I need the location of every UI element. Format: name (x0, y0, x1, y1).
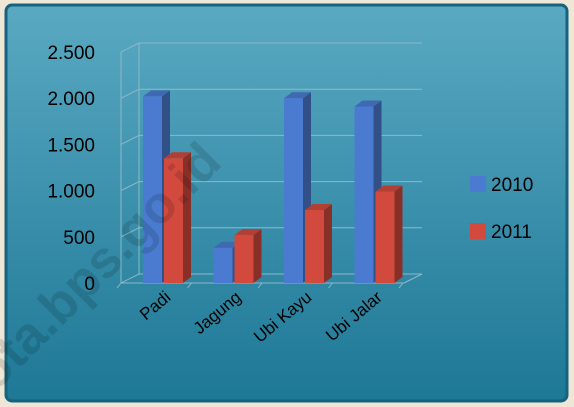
x-tick-mark (398, 282, 404, 289)
bar-front (375, 191, 395, 283)
bar-top (143, 90, 170, 97)
bar-side (324, 204, 332, 283)
bar-side (394, 185, 403, 283)
gridline-side (120, 181, 140, 192)
gridline-side (120, 134, 140, 145)
x-tick-mark (187, 282, 192, 289)
bar-2011-ubi-kayu (305, 204, 332, 283)
bar-top (213, 241, 241, 248)
gridline-side (120, 42, 140, 53)
bar-side (183, 152, 191, 283)
legend-label: 2010 (491, 175, 533, 196)
bar-2011-ubi-jalar (375, 185, 403, 283)
bar-top (354, 100, 382, 107)
bar-2011-jagung (234, 228, 262, 283)
bar-top (164, 152, 191, 159)
y-tick-label: 2.500 (47, 43, 95, 64)
y-tick-label: 1.000 (47, 182, 95, 203)
legend-swatch (470, 176, 486, 192)
bar-front (305, 210, 324, 283)
bar-top (284, 92, 311, 99)
bar-front (213, 247, 233, 283)
x-tick-mark (116, 282, 122, 289)
bar-top (305, 204, 332, 211)
bar-front (164, 158, 183, 283)
legend: 2010 2011 (470, 175, 533, 243)
bar-side (253, 228, 262, 283)
bar-2011-padi (164, 152, 191, 283)
gridline-side (120, 227, 140, 238)
bar-top (375, 185, 403, 192)
bars (143, 90, 403, 284)
x-tick-mark (257, 282, 263, 289)
gridline-side (120, 88, 140, 99)
legend-label: 2011 (491, 222, 532, 243)
floor-right-edge (403, 273, 423, 284)
y-tick-label: 1.500 (47, 135, 95, 156)
y-tick-label: 2.000 (47, 89, 95, 110)
bar-top (234, 228, 262, 235)
x-tick-mark (328, 282, 333, 289)
y-tick-label: 0 (84, 274, 95, 295)
gridline-side (120, 273, 140, 284)
grid (116, 42, 423, 289)
legend-swatch (470, 223, 486, 239)
y-axis: 0 500 1.000 1.500 2.000 2.500 (47, 43, 95, 295)
y-tick-label: 500 (63, 228, 95, 249)
bar-front (354, 106, 374, 284)
bar-front (234, 234, 254, 283)
bar-front (284, 98, 303, 283)
bar-front (143, 96, 162, 284)
